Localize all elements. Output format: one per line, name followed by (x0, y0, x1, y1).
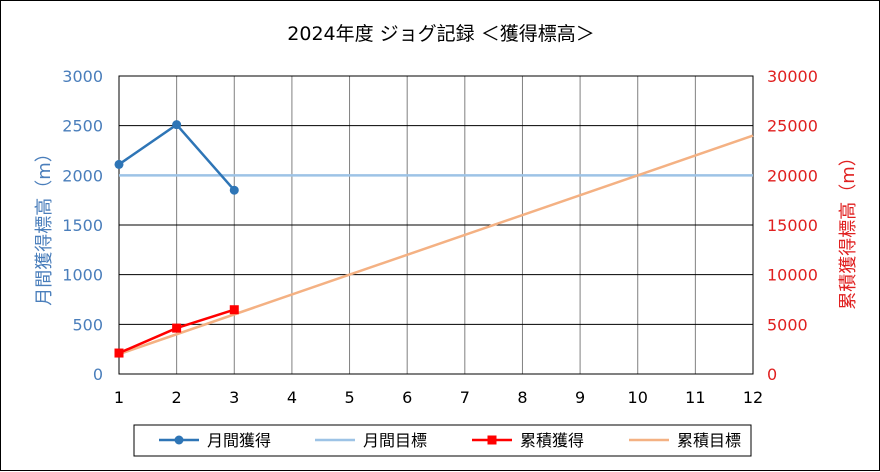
y-axis-left-label: 月間獲得標高（m） (34, 144, 55, 306)
legend-marker (487, 435, 497, 445)
y-left-tick-label: 1000 (62, 266, 103, 285)
x-tick-label: 2 (172, 388, 182, 407)
x-tick-label: 9 (575, 388, 585, 407)
plot-border (118, 75, 754, 375)
legend-label: 月間獲得 (207, 431, 271, 450)
chart-title: 2024年度 ジョグ記録 ＜獲得標高＞ (287, 23, 594, 45)
legend: 月間獲得 月間目標 累積獲得 累積目標 (133, 424, 752, 457)
x-tick-label: 6 (402, 388, 412, 407)
data-point (172, 323, 182, 333)
y-right-tick-label: 5000 (767, 315, 808, 334)
x-tick-label: 3 (229, 388, 239, 407)
series-line (118, 134, 754, 356)
y-right-tick-label: 10000 (767, 266, 818, 285)
y-left-tick-label: 3000 (62, 67, 103, 86)
x-tick-label: 1 (114, 388, 124, 407)
data-point (114, 159, 124, 169)
y-right-tick-label: 0 (767, 365, 777, 384)
data-point (114, 348, 124, 358)
y-right-tick-label: 20000 (767, 166, 818, 185)
plot-area: 0500100015002000250030000500010000150002… (62, 67, 818, 407)
data-point (172, 120, 182, 130)
data-point (229, 305, 239, 315)
legend-label: 月間目標 (363, 431, 427, 450)
x-tick-label: 11 (685, 388, 705, 407)
x-tick-label: 12 (743, 388, 763, 407)
x-tick-label: 10 (628, 388, 648, 407)
legend-marker (174, 435, 184, 445)
x-tick-label: 4 (287, 388, 297, 407)
x-tick-label: 7 (460, 388, 470, 407)
data-point (229, 185, 239, 195)
y-right-tick-label: 25000 (767, 117, 818, 136)
y-left-tick-label: 1500 (62, 216, 103, 235)
y-axis-right-label: 累積獲得標高（m） (838, 148, 859, 310)
y-left-tick-label: 2000 (62, 166, 103, 185)
legend-label: 累積獲得 (520, 431, 584, 450)
y-right-tick-label: 15000 (767, 216, 818, 235)
legend-label: 累積目標 (677, 431, 741, 450)
x-tick-label: 5 (344, 388, 354, 407)
y-left-tick-label: 500 (72, 315, 103, 334)
y-left-tick-label: 0 (93, 365, 103, 384)
x-tick-label: 8 (517, 388, 527, 407)
y-right-tick-label: 30000 (767, 67, 818, 86)
y-left-tick-label: 2500 (62, 117, 103, 136)
